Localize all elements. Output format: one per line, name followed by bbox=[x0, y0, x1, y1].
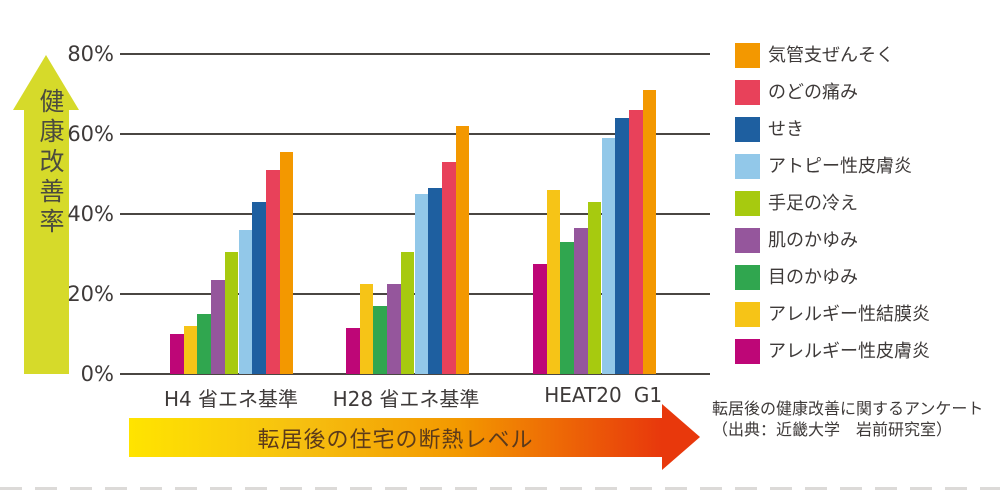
bar bbox=[252, 202, 266, 374]
y-tick-label: 60% bbox=[67, 122, 114, 146]
legend-swatch-icon bbox=[735, 43, 760, 68]
bar bbox=[183, 326, 198, 374]
y-axis-title: 健康改善率 bbox=[36, 88, 65, 238]
bar bbox=[628, 110, 643, 374]
x-axis-label: H28 省エネ基準 bbox=[332, 387, 480, 411]
legend-swatch-icon bbox=[735, 265, 760, 290]
bar bbox=[373, 306, 388, 374]
x-axis-label: HEAT20 bbox=[544, 383, 622, 407]
bar bbox=[574, 228, 588, 374]
legend-label: 肌のかゆみ bbox=[768, 230, 858, 251]
legend-label: アレルギー性結膜炎 bbox=[768, 304, 930, 325]
legend-swatch-icon bbox=[735, 117, 760, 142]
y-tick-label: 0% bbox=[80, 362, 114, 386]
legend-swatch-icon bbox=[735, 339, 760, 364]
bar bbox=[238, 230, 253, 374]
bar bbox=[455, 126, 470, 374]
bar bbox=[279, 152, 294, 374]
bar bbox=[642, 90, 657, 374]
bar bbox=[428, 188, 442, 374]
bar bbox=[546, 190, 561, 374]
legend-label: 目のかゆみ bbox=[768, 267, 858, 288]
bar bbox=[441, 162, 456, 374]
insulation-level-arrow: 転居後の住宅の断熱レベル bbox=[129, 418, 662, 457]
gridline-80 bbox=[120, 53, 710, 55]
y-tick-label: 80% bbox=[67, 42, 114, 66]
bar bbox=[387, 284, 401, 374]
legend-swatch-icon bbox=[735, 228, 760, 253]
y-axis-arrow-shaft bbox=[24, 108, 69, 374]
bar bbox=[615, 118, 629, 374]
legend-label: せき bbox=[768, 119, 804, 140]
bar bbox=[587, 202, 602, 374]
gridline-60 bbox=[120, 133, 710, 135]
legend-label: のどの痛み bbox=[768, 82, 858, 103]
bar bbox=[560, 242, 575, 374]
x-axis-line bbox=[120, 373, 710, 375]
insulation-level-arrow-label: 転居後の住宅の断熱レベル bbox=[257, 427, 534, 453]
bottom-dashed-divider bbox=[0, 487, 1000, 490]
legend-label: アレルギー性皮膚炎 bbox=[768, 341, 930, 362]
y-tick-label: 20% bbox=[67, 282, 114, 306]
legend-swatch-icon bbox=[735, 154, 760, 179]
y-tick-label: 40% bbox=[67, 202, 114, 226]
legend-swatch-icon bbox=[735, 191, 760, 216]
bar bbox=[211, 280, 225, 374]
source-note-line2: （出典：近畿大学 岩前研究室） bbox=[712, 420, 953, 439]
legend-label: 手足の冷え bbox=[768, 193, 858, 214]
source-note: 転居後の健康改善に関するアンケート （出典：近畿大学 岩前研究室） bbox=[712, 398, 983, 440]
bar bbox=[414, 194, 429, 374]
y-axis-up-arrow-icon bbox=[13, 55, 79, 110]
legend-swatch-icon bbox=[735, 80, 760, 105]
bar bbox=[224, 252, 239, 374]
bar bbox=[400, 252, 415, 374]
bar bbox=[346, 328, 360, 374]
bar bbox=[265, 170, 280, 374]
bar bbox=[601, 138, 616, 374]
x-axis-label: G1 bbox=[633, 383, 663, 407]
legend-label: 気管支ぜんそく bbox=[768, 45, 894, 66]
legend-swatch-icon bbox=[735, 302, 760, 327]
insulation-level-arrow-head-icon bbox=[662, 404, 700, 470]
x-axis-label: H4 省エネ基準 bbox=[163, 387, 299, 411]
bar bbox=[197, 314, 212, 374]
bar bbox=[359, 284, 374, 374]
legend-label: アトピー性皮膚炎 bbox=[768, 156, 912, 177]
bar bbox=[170, 334, 184, 374]
bar bbox=[533, 264, 547, 374]
source-note-line1: 転居後の健康改善に関するアンケート bbox=[712, 399, 984, 418]
